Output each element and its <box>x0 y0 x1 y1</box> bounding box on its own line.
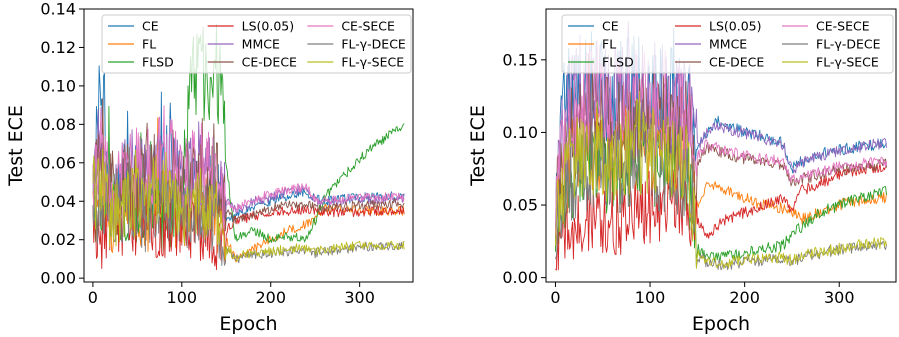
legend: CE FL FLSD LS(0.05) MMCE CE-DECE CE-SECE FL-γ-D… <box>561 14 894 74</box>
y-tick-label: 0.14 <box>40 0 76 19</box>
y-axis-label: Test ECE <box>5 105 27 187</box>
legend-label: MMCE <box>709 37 747 52</box>
legend-label: LS(0.05) <box>242 19 294 34</box>
y-tick-label: 0.05 <box>502 196 538 215</box>
x-tick-label: 200 <box>255 288 286 307</box>
series-line <box>92 98 405 233</box>
legend-label: FL-γ-DECE <box>341 37 406 52</box>
series-line <box>555 90 887 270</box>
x-tick-label: 100 <box>167 288 198 307</box>
chart-panel-left: 0 100 200 300 0.00 0.02 0.04 0.06 0.08 0.10 0.12 0.… <box>5 0 414 335</box>
series-group <box>555 20 887 271</box>
legend-label: MMCE <box>242 37 280 52</box>
legend-label: CE <box>142 19 159 34</box>
y-tick-label: 0.06 <box>40 153 76 172</box>
plot-frame <box>83 8 414 283</box>
y-tick-label: 0.10 <box>40 76 76 95</box>
legend-label: FLSD <box>602 55 634 70</box>
y-tick-label: 0.10 <box>502 123 538 142</box>
legend-label: FL-γ-SECE <box>341 55 404 70</box>
y-tick-label: 0.08 <box>40 115 76 134</box>
y-tick-label: 0.00 <box>502 268 538 287</box>
x-axis-label: Epoch <box>692 313 750 335</box>
legend-label: FL <box>602 37 616 52</box>
y-tick-label: 0.15 <box>502 50 538 69</box>
series-group <box>92 23 405 271</box>
x-tick-label: 200 <box>729 288 760 307</box>
legend-box <box>101 14 412 74</box>
x-axis-label: Epoch <box>219 313 277 335</box>
series-line <box>555 20 887 238</box>
legend-label: CE-SECE <box>341 19 395 34</box>
chart-panel-right: 0 100 200 300 0.00 0.05 0.10 0.15 Epoch Test ECE C… <box>467 8 897 335</box>
legend-label: LS(0.05) <box>709 19 761 34</box>
x-tick-label: 0 <box>550 288 560 307</box>
plot-frame <box>545 8 897 283</box>
legend-label: FL <box>142 37 156 52</box>
legend-label: CE-DECE <box>709 55 764 70</box>
series-line <box>555 39 887 236</box>
legend-label: CE <box>602 19 619 34</box>
x-tick-label: 0 <box>88 288 98 307</box>
x-tick-label: 300 <box>344 288 375 307</box>
legend-label: CE-SECE <box>816 19 870 34</box>
legend-label: FLSD <box>142 55 174 70</box>
series-line <box>92 148 405 262</box>
series-line <box>555 158 887 271</box>
x-tick-label: 300 <box>824 288 855 307</box>
legend-box <box>561 14 894 74</box>
y-tick-label: 0.00 <box>40 269 76 288</box>
legend-label: CE-DECE <box>242 55 297 70</box>
series-line <box>92 138 405 266</box>
series-line <box>92 108 405 229</box>
legend: CE FL FLSD LS(0.05) MMCE CE-DECE CE-SECE FL-γ-D… <box>101 14 412 74</box>
legend-label: FL-γ-SECE <box>816 55 879 70</box>
x-tick-label: 100 <box>635 288 666 307</box>
legend-label: FL-γ-DECE <box>816 37 881 52</box>
y-tick-label: 0.12 <box>40 38 76 57</box>
y-tick-label: 0.04 <box>40 192 76 211</box>
y-tick-label: 0.02 <box>40 230 76 249</box>
y-axis-label: Test ECE <box>467 105 489 187</box>
